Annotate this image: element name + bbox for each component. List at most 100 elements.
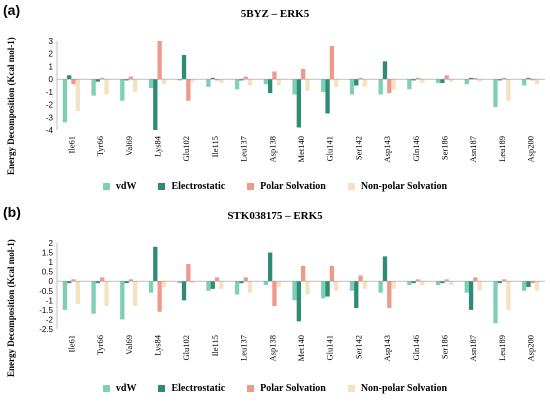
bar	[468, 281, 474, 310]
bar	[321, 79, 326, 92]
bar	[493, 281, 498, 324]
bar	[214, 79, 220, 81]
y-tick-label: -1.5	[39, 306, 53, 315]
bar	[75, 281, 80, 305]
legend-label: Polar Solvation	[260, 181, 326, 192]
bar	[263, 79, 268, 85]
y-tick-label: -1	[46, 296, 54, 305]
bar-chart: -4 -3 -2 -1 0 1 2 3 Ile61 Tyr66 Val69 Lys84 Glu102 Il…	[46, 37, 545, 162]
bar	[506, 281, 511, 310]
bar	[349, 281, 355, 291]
bar	[349, 79, 355, 95]
bar	[234, 79, 240, 90]
legend-label: vdW	[115, 181, 137, 192]
bar	[334, 79, 339, 87]
bar	[181, 54, 187, 80]
legend-item-non-polar-solvation: Non-polar Solvation	[347, 181, 448, 192]
x-tick-label: Leu189	[497, 136, 507, 162]
bar	[247, 281, 253, 293]
legend-swatch	[347, 385, 355, 392]
panel-letter: (b)	[3, 204, 21, 220]
bar	[530, 79, 535, 81]
legend-swatch	[158, 385, 166, 392]
y-tick-label: 1.5	[42, 249, 54, 258]
x-tick-label: Ser142	[353, 136, 363, 160]
bar	[100, 277, 105, 282]
x-tick-label: Ser142	[353, 335, 363, 359]
y-tick-label: -2	[46, 315, 54, 324]
bar	[296, 281, 301, 322]
legend-label: Non-polar Solvation	[360, 181, 448, 192]
y-tick-label: 2	[49, 239, 54, 248]
bar	[276, 79, 281, 86]
bar	[234, 281, 240, 295]
x-tick-label: Asp143	[382, 335, 392, 361]
bar	[71, 79, 76, 85]
bar	[186, 264, 191, 282]
bar	[219, 281, 224, 289]
bar	[186, 79, 191, 101]
bar	[440, 79, 445, 83]
bar	[128, 76, 134, 80]
x-tick-label: Leu137	[239, 136, 249, 162]
bar	[530, 281, 535, 284]
bar	[435, 79, 441, 83]
x-tick-label: Lys84	[152, 135, 162, 157]
y-tick-label: 1	[49, 62, 54, 71]
x-tick-label: Val69	[124, 136, 134, 156]
bar	[91, 79, 96, 96]
legend-label: Non-polar Solvation	[360, 383, 448, 394]
bar	[301, 265, 306, 282]
bar	[334, 281, 339, 291]
x-tick-label: Ile115	[210, 136, 220, 157]
x-tick-label: Glu141	[325, 335, 335, 361]
bar	[177, 281, 182, 284]
x-tick-label: Glu102	[181, 335, 191, 361]
bar	[71, 279, 76, 282]
bar	[464, 79, 469, 85]
x-tick-label: Lys84	[152, 334, 162, 356]
legend-item-polar-solvation: Polar Solvation	[247, 383, 326, 394]
legend-label: Electrostatic	[171, 383, 226, 394]
bar	[181, 281, 187, 301]
bar	[387, 281, 392, 308]
bar	[473, 77, 478, 80]
chart-panel-a: (a) 5BYZ – ERK5 Energy Decomposition (Kc…	[0, 0, 550, 200]
x-tick-label: Ser186	[440, 136, 450, 160]
y-tick-label: -1	[46, 88, 54, 97]
bar	[104, 281, 109, 307]
x-tick-label: Tyr66	[95, 335, 105, 355]
legend: vdW Electrostatic Polar Solvation Non-po…	[0, 181, 550, 192]
bar	[420, 79, 425, 83]
legend-item-vdw: vdW	[102, 383, 136, 394]
chart-title: STK038175 – ERK5	[227, 210, 323, 222]
bar	[411, 79, 416, 81]
bar	[415, 279, 421, 282]
bar	[325, 79, 330, 114]
bar	[239, 281, 244, 284]
y-tick-label: 0	[49, 75, 54, 84]
bar	[362, 79, 368, 87]
bar	[91, 281, 96, 314]
bar	[190, 79, 195, 82]
bar	[305, 281, 310, 295]
bar	[415, 77, 421, 80]
bar	[206, 79, 211, 87]
bar	[468, 77, 474, 80]
x-tick-label: Leu137	[239, 335, 249, 361]
x-tick-label: Val69	[124, 335, 134, 355]
bar	[128, 279, 134, 282]
bar	[526, 281, 531, 287]
x-tick-label: Ser186	[440, 335, 450, 359]
legend-item-polar-solvation: Polar Solvation	[247, 181, 326, 192]
bar	[206, 281, 211, 291]
bar	[382, 256, 388, 282]
bar	[219, 79, 224, 83]
x-tick-label: Asp200	[526, 335, 536, 361]
bar	[124, 281, 129, 284]
bar	[321, 281, 326, 299]
bar	[477, 281, 482, 291]
bar	[272, 71, 277, 80]
legend-label: Polar Solvation	[260, 383, 326, 394]
legend: vdW Electrostatic Polar Solvation Non-po…	[0, 383, 550, 394]
